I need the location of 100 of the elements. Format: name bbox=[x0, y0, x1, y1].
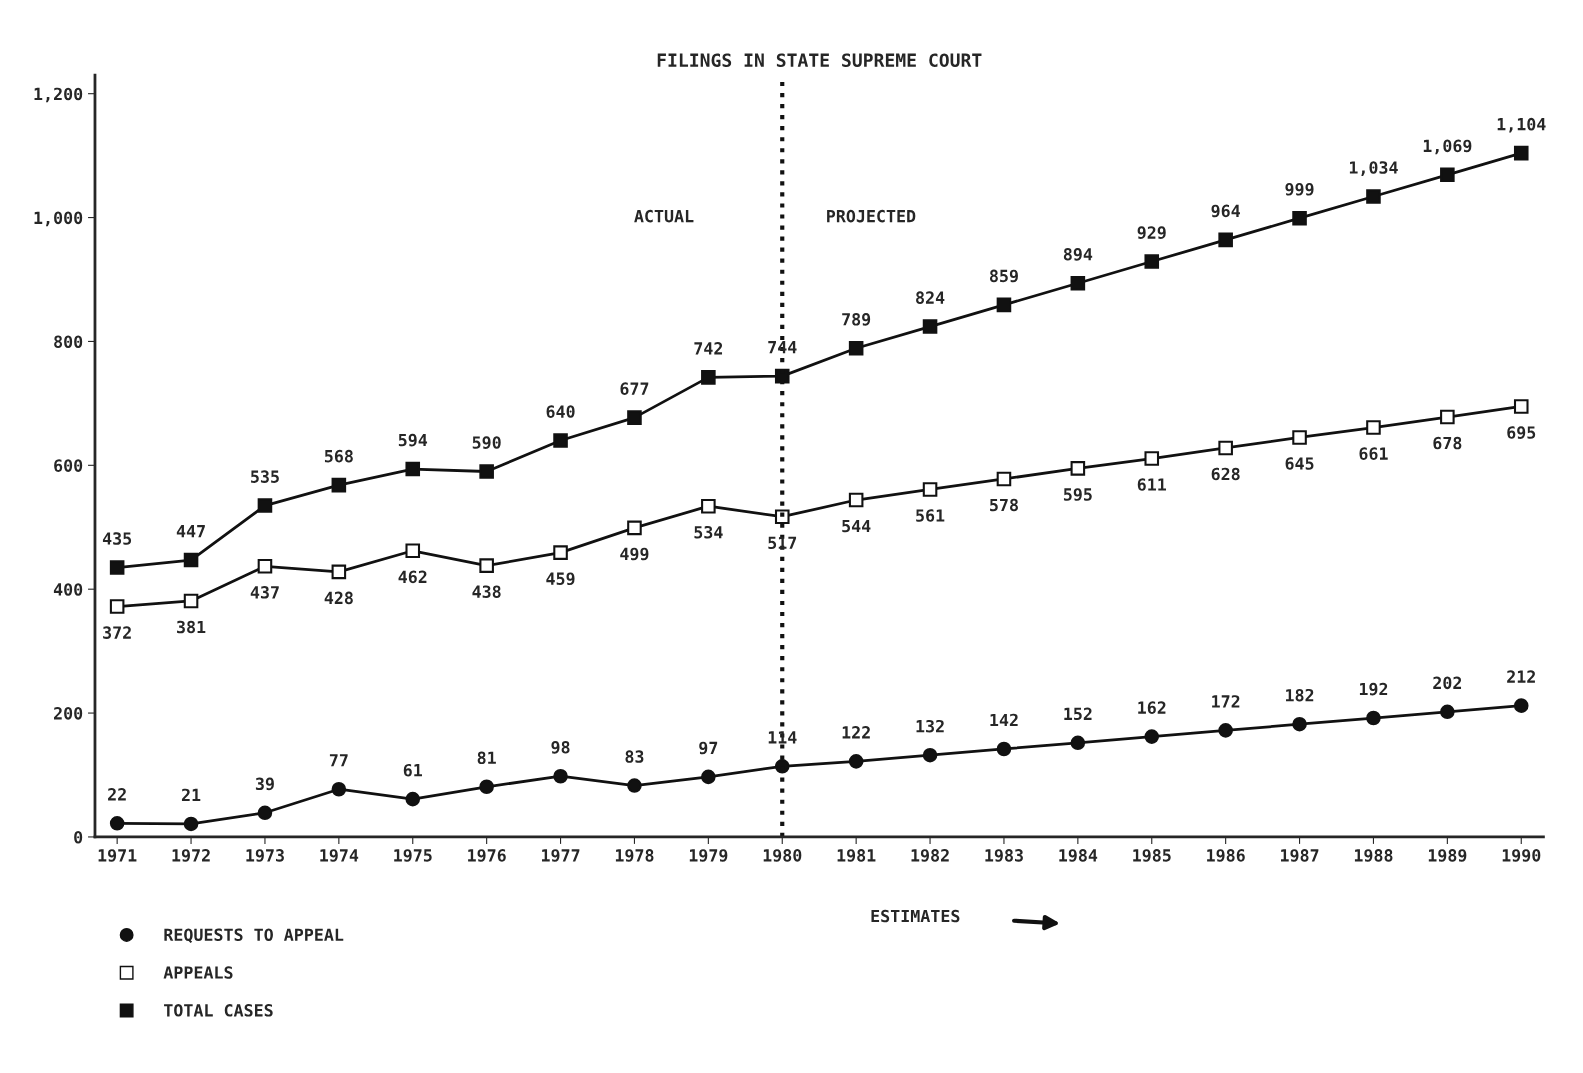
point bbox=[1440, 167, 1455, 183]
point bbox=[1218, 440, 1233, 456]
point bbox=[1292, 210, 1307, 226]
data-label: 742 bbox=[694, 342, 723, 355]
data-label: 824 bbox=[916, 291, 945, 304]
x-tick-label: 1984 bbox=[1059, 849, 1098, 862]
y-tick-label: 0 bbox=[74, 830, 83, 844]
point bbox=[1070, 461, 1086, 476]
data-label: 789 bbox=[842, 312, 871, 326]
point bbox=[1070, 735, 1086, 751]
point bbox=[922, 747, 938, 763]
point bbox=[109, 560, 125, 575]
y-tick-label: 1,000 bbox=[34, 211, 83, 227]
x-tick-label: 1978 bbox=[615, 849, 654, 862]
point bbox=[331, 477, 347, 493]
x-tick-label: 1977 bbox=[542, 849, 580, 862]
data-label: 132 bbox=[916, 719, 944, 733]
data-label: 162 bbox=[1138, 701, 1166, 714]
data-label: 499 bbox=[620, 547, 649, 561]
point bbox=[1070, 275, 1086, 291]
x-tick-label: 1979 bbox=[689, 849, 728, 862]
data-label: 561 bbox=[916, 509, 945, 522]
data-label: 77 bbox=[329, 754, 348, 767]
data-label: 83 bbox=[625, 750, 644, 763]
data-label: 1,034 bbox=[1349, 161, 1398, 176]
point bbox=[1144, 451, 1160, 466]
data-label: 462 bbox=[398, 570, 427, 584]
data-label: 192 bbox=[1359, 682, 1388, 696]
point bbox=[1366, 710, 1381, 726]
data-label: 677 bbox=[620, 382, 649, 395]
point bbox=[405, 461, 421, 477]
legend-label: APPEALS bbox=[163, 966, 233, 979]
data-label: 929 bbox=[1137, 226, 1166, 239]
data-label: 152 bbox=[1064, 707, 1092, 721]
data-label: 114 bbox=[768, 731, 797, 744]
data-label: 438 bbox=[472, 585, 501, 598]
x-tick-label: 1972 bbox=[172, 849, 210, 862]
point bbox=[701, 769, 716, 785]
data-label: 578 bbox=[990, 498, 1018, 512]
data-label: 182 bbox=[1286, 688, 1314, 702]
data-label: 372 bbox=[103, 626, 131, 639]
point bbox=[1513, 698, 1529, 713]
point bbox=[848, 492, 864, 508]
x-tick-label: 1987 bbox=[1281, 849, 1319, 862]
point bbox=[553, 545, 568, 560]
data-label: 459 bbox=[546, 572, 575, 586]
data-label: 39 bbox=[255, 777, 274, 791]
data-label: 447 bbox=[176, 525, 205, 538]
data-label: 81 bbox=[477, 751, 496, 765]
point bbox=[1440, 409, 1455, 425]
point bbox=[1218, 723, 1233, 738]
data-label: 437 bbox=[250, 586, 279, 599]
point bbox=[1440, 704, 1455, 720]
point bbox=[553, 768, 568, 784]
point bbox=[1144, 254, 1160, 269]
y-tick-label: 1,200 bbox=[34, 87, 83, 103]
point bbox=[183, 593, 199, 609]
data-label: 894 bbox=[1063, 247, 1093, 261]
point bbox=[996, 741, 1012, 757]
data-label: 678 bbox=[1433, 436, 1462, 450]
point bbox=[479, 558, 494, 573]
data-label: 544 bbox=[842, 519, 871, 533]
data-label: 22 bbox=[108, 788, 126, 801]
data-label: 695 bbox=[1507, 426, 1536, 439]
x-tick-label: 1983 bbox=[985, 849, 1023, 862]
data-label: 142 bbox=[990, 713, 1018, 727]
chart-title: FILINGS IN STATE SUPREME COURT bbox=[657, 53, 982, 68]
x-tick-label: 1985 bbox=[1133, 849, 1171, 862]
data-label: 859 bbox=[989, 269, 1018, 283]
data-label: 744 bbox=[768, 341, 797, 354]
point bbox=[331, 564, 347, 580]
point bbox=[257, 805, 273, 821]
point bbox=[848, 340, 864, 356]
legend-label: REQUESTS TO APPEAL bbox=[164, 928, 344, 944]
data-label: 590 bbox=[472, 436, 501, 449]
point bbox=[627, 410, 642, 425]
x-tick-label: 1974 bbox=[320, 849, 359, 862]
point bbox=[257, 498, 273, 513]
x-tick-label: 1988 bbox=[1354, 849, 1393, 862]
text: ESTIMATES bbox=[871, 909, 960, 923]
point bbox=[405, 791, 421, 807]
data-label: 640 bbox=[546, 405, 575, 418]
x-tick-label: 1982 bbox=[911, 849, 949, 862]
point bbox=[1218, 232, 1233, 248]
point bbox=[1292, 716, 1307, 732]
point bbox=[996, 471, 1012, 487]
data-label: 964 bbox=[1211, 204, 1240, 218]
data-label: 628 bbox=[1211, 467, 1240, 481]
x-tick-label: 1976 bbox=[468, 849, 506, 862]
data-label: 435 bbox=[102, 532, 132, 545]
point bbox=[479, 464, 494, 479]
y-tick-label: 800 bbox=[54, 335, 83, 349]
data-label: 98 bbox=[551, 740, 570, 754]
point bbox=[257, 558, 273, 574]
data-label: 97 bbox=[699, 741, 718, 755]
point bbox=[848, 754, 864, 769]
point bbox=[553, 433, 568, 448]
point bbox=[627, 520, 642, 536]
data-label: 428 bbox=[324, 591, 353, 605]
y-tick-label: 400 bbox=[53, 583, 83, 596]
